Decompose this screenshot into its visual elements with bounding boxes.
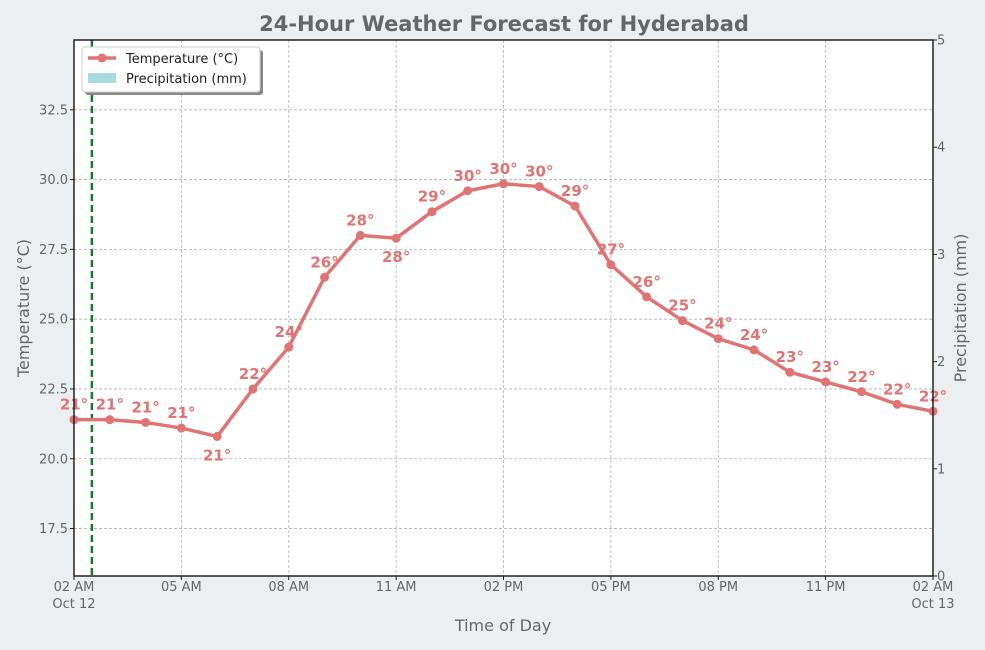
y2-tick-label: 1 [937, 462, 945, 477]
temperature-data-label: 27° [597, 241, 625, 259]
temperature-data-label: 22° [847, 368, 875, 386]
temperature-data-label: 26° [310, 253, 338, 271]
x-tick-label: 05 AM [161, 580, 202, 595]
y-tick-label: 17.5 [39, 522, 68, 537]
temperature-data-label: 21° [167, 404, 195, 422]
temperature-point [749, 345, 759, 355]
x-tick-sublabel: Oct 12 [52, 597, 95, 612]
temperature-point [856, 387, 866, 397]
x-tick-label: 08 PM [698, 580, 738, 595]
x-tick-label: 02 PM [484, 580, 524, 595]
temperature-point [713, 334, 723, 344]
temperature-point [105, 415, 115, 425]
legend: Temperature (°C) Precipitation (mm) [81, 46, 263, 95]
legend-precipitation-swatch [88, 73, 116, 83]
temperature-point [499, 179, 508, 189]
temperature-data-label: 29° [561, 182, 589, 200]
x-tick-label: 02 AM [913, 580, 954, 595]
temperature-point [785, 367, 795, 377]
x-axis-ticks: 02 AM Oct 12 05 AM 08 AM 11 AM 02 PM 05 PM 08 P… [52, 576, 955, 612]
temperature-data-label: 30° [525, 163, 553, 181]
temperature-point [141, 417, 151, 427]
temperature-point [212, 431, 222, 441]
temperature-data-label: 24° [740, 326, 768, 344]
temperature-point [534, 182, 544, 192]
y-tick-label: 25.0 [39, 313, 68, 328]
y-tick-label: 27.5 [39, 243, 68, 258]
temperature-points [69, 179, 938, 441]
temperature-point [606, 260, 616, 270]
y-tick-label: 22.5 [39, 382, 68, 397]
temperature-point [391, 233, 401, 243]
x-tick-label: 11 AM [376, 580, 417, 595]
x-tick-sublabel: Oct 13 [911, 597, 954, 612]
temperature-point [320, 272, 330, 282]
temperature-data-label: 30° [454, 167, 482, 185]
temperature-data-label: 28° [382, 248, 410, 266]
chart-title: 24-Hour Weather Forecast for Hyderabad [259, 12, 749, 36]
temperature-point [892, 399, 902, 409]
temperature-data-label: 22° [883, 380, 911, 398]
grid-lines [74, 40, 933, 576]
left-axis-ticks: 17.5 20.0 22.5 25.0 27.5 30.0 32.5 [39, 103, 74, 537]
temperature-data-label: 23° [776, 348, 804, 366]
y2-tick-label: 0 [937, 570, 945, 585]
legend-temperature-label: Temperature (°C) [125, 52, 238, 67]
temperature-point [176, 423, 186, 433]
temperature-point [248, 384, 258, 394]
temperature-point [570, 201, 580, 211]
temperature-point [463, 186, 473, 196]
x-tick-label: 08 AM [268, 580, 309, 595]
y-tick-label: 20.0 [39, 452, 68, 467]
temperature-point [642, 292, 652, 302]
y-tick-label: 32.5 [39, 103, 68, 118]
legend-box [81, 46, 261, 93]
temperature-point [821, 377, 831, 387]
x-tick-label: 02 AM [54, 580, 95, 595]
temperature-point [427, 207, 437, 217]
legend-temperature-marker [97, 53, 107, 63]
temperature-point [284, 342, 294, 352]
x-tick-label: 05 PM [591, 580, 631, 595]
y-tick-label: 30.0 [39, 173, 68, 188]
temperature-data-label: 30° [489, 160, 517, 178]
temperature-data-label: 24° [704, 315, 732, 333]
temperature-data-label: 25° [668, 297, 696, 315]
temperature-point [355, 230, 365, 240]
temperature-data-label: 21° [203, 446, 231, 464]
y2-tick-label: 3 [937, 248, 945, 263]
temperature-data-label: 26° [632, 273, 660, 291]
x-tick-label: 11 PM [806, 580, 846, 595]
x-axis-label: Time of Day [454, 616, 551, 635]
legend-precipitation-label: Precipitation (mm) [126, 72, 247, 87]
y2-axis-label: Precipitation (mm) [951, 234, 970, 383]
temperature-data-label: 23° [811, 358, 839, 376]
y-axis-label: Temperature (°C) [14, 239, 33, 378]
temperature-data-label: 29° [418, 188, 446, 206]
y2-tick-label: 5 [937, 34, 945, 49]
temperature-data-label: 22° [239, 365, 267, 383]
temperature-data-labels: 21° 21° 21° 21°21°22°24°26°28°28°29°30° 30° 3… [60, 160, 947, 465]
y2-tick-label: 4 [937, 141, 945, 156]
y2-tick-label: 2 [937, 355, 945, 370]
temperature-data-label: 21° [131, 398, 159, 416]
right-axis-ticks: 0 1 2 3 4 5 [933, 34, 945, 585]
temperature-data-label: 24° [275, 323, 303, 341]
temperature-data-label: 21° [96, 396, 124, 414]
temperature-data-label: 28° [346, 211, 374, 229]
temperature-point [677, 316, 687, 326]
